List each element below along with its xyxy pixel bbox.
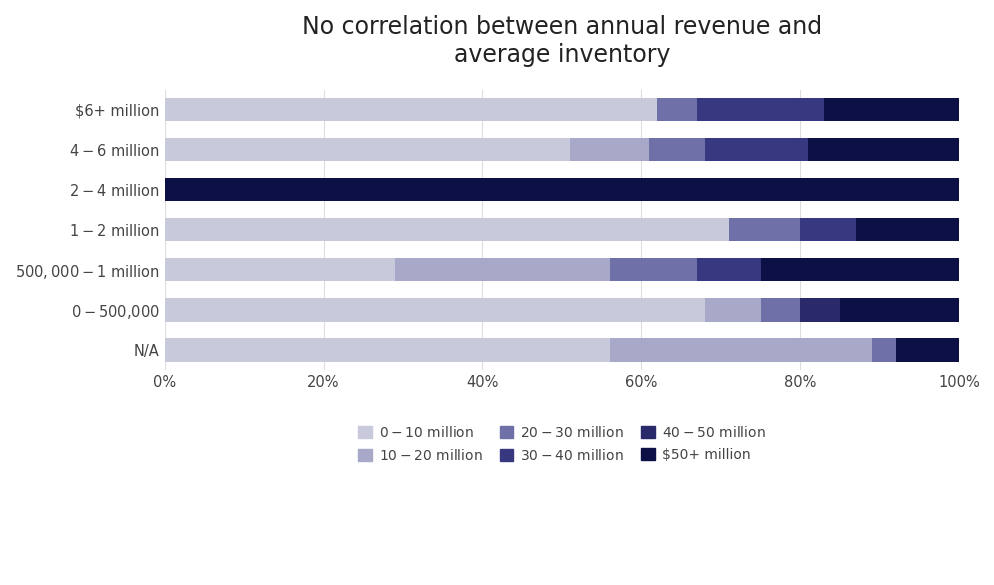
Bar bbox=[609, 338, 871, 362]
Bar bbox=[855, 218, 958, 242]
Bar bbox=[823, 98, 958, 121]
Bar bbox=[696, 258, 759, 281]
Bar bbox=[164, 218, 728, 242]
Bar bbox=[609, 258, 696, 281]
Title: No correlation between annual revenue and
average inventory: No correlation between annual revenue an… bbox=[301, 15, 821, 67]
Bar bbox=[164, 98, 657, 121]
Bar bbox=[759, 298, 799, 322]
Bar bbox=[395, 258, 609, 281]
Bar bbox=[570, 138, 649, 161]
Bar bbox=[839, 298, 958, 322]
Bar bbox=[164, 258, 395, 281]
Bar bbox=[657, 98, 696, 121]
Bar bbox=[807, 138, 958, 161]
Bar bbox=[649, 138, 704, 161]
Bar bbox=[164, 298, 704, 322]
Bar bbox=[799, 218, 855, 242]
Bar bbox=[759, 258, 958, 281]
Bar bbox=[704, 138, 807, 161]
Bar bbox=[164, 138, 570, 161]
Legend: $0-$10 million, $10-$20 million, $20-$30 million, $30-$40 million, $40-$50 milli: $0-$10 million, $10-$20 million, $20-$30… bbox=[352, 419, 770, 469]
Bar bbox=[164, 178, 958, 201]
Bar bbox=[696, 98, 823, 121]
Bar bbox=[164, 338, 609, 362]
Bar bbox=[799, 298, 839, 322]
Bar bbox=[728, 218, 799, 242]
Bar bbox=[871, 338, 895, 362]
Bar bbox=[895, 338, 958, 362]
Bar bbox=[704, 298, 759, 322]
